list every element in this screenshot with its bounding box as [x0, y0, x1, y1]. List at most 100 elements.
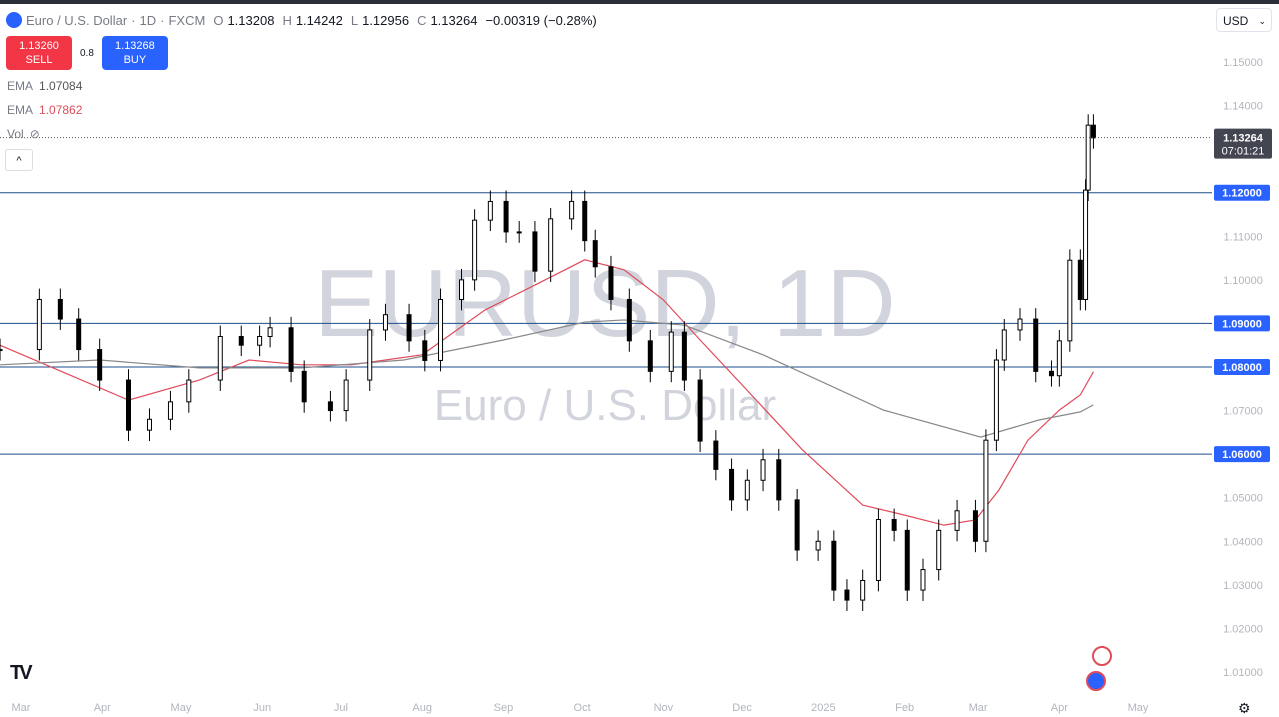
ema-value: 1.07862: [39, 103, 83, 117]
candle-body: [238, 335, 244, 346]
candle-body: [406, 314, 412, 342]
candle-body: [647, 340, 653, 372]
candle-body: [36, 298, 42, 351]
candle-body: [367, 329, 373, 381]
candle-body: [582, 200, 588, 242]
horizontal-line-label: 1.06000: [1222, 449, 1262, 461]
candle-body: [713, 440, 719, 470]
candle-body: [487, 200, 493, 221]
price-tag-bg: [1214, 128, 1272, 159]
candle-body: [954, 510, 960, 531]
candle-body: [608, 266, 614, 300]
candle-body: [815, 540, 821, 551]
candle-body: [1017, 318, 1023, 331]
candle-body: [681, 331, 687, 381]
tradingview-logo[interactable]: TV: [10, 662, 32, 684]
y-tick-label: 1.10000: [1223, 275, 1263, 287]
candle-body: [1083, 189, 1089, 300]
settings-icon[interactable]: ⚙: [1238, 700, 1251, 716]
horizontal-line-label-bg: [1214, 358, 1270, 375]
candle-body: [904, 529, 910, 591]
candle-body: [217, 335, 223, 381]
symbol-title[interactable]: Euro / U.S. Dollar: [26, 12, 128, 28]
candle-body: [288, 327, 294, 372]
candle-body: [257, 335, 263, 346]
ema-label: EMA: [7, 79, 34, 93]
candle-body: [1033, 318, 1039, 372]
x-tick-label: Aug: [412, 702, 432, 714]
candle-body: [697, 379, 703, 442]
y-tick-label: 1.05000: [1223, 493, 1263, 505]
currency-value: USD: [1223, 14, 1249, 28]
candle-body: [532, 231, 538, 272]
candle-body: [1090, 124, 1096, 139]
ema-label: EMA: [7, 103, 34, 117]
candle-body: [920, 569, 926, 591]
candle-body: [831, 540, 837, 591]
candle-body: [186, 379, 192, 403]
buy-button[interactable]: 1.13268 BUY: [101, 36, 168, 70]
top-bar: [0, 0, 1279, 4]
candle-body: [592, 240, 598, 268]
x-tick-label: Apr: [1051, 702, 1068, 714]
candle-body: [126, 379, 132, 431]
y-tick-label: 1.04000: [1223, 536, 1263, 548]
candle-body: [972, 510, 978, 542]
eye-hidden-icon[interactable]: ⊘: [29, 127, 40, 141]
candle-body: [327, 401, 333, 412]
candle-body: [794, 499, 800, 551]
y-tick-label: 1.01000: [1223, 667, 1263, 679]
candle-body: [76, 318, 82, 351]
open-value: 1.13208: [227, 12, 275, 28]
candle-body: [626, 298, 632, 342]
x-tick-label: Jun: [253, 702, 271, 714]
price-tag-price: 1.13264: [1223, 133, 1264, 145]
candle-body: [860, 579, 866, 601]
change-value: −0.00319 (−0.28%): [485, 12, 597, 28]
low-label: L: [350, 12, 359, 28]
horizontal-line-label: 1.12000: [1222, 188, 1262, 200]
candle-body: [0, 349, 3, 352]
price-tag-countdown: 07:01:21: [1222, 146, 1265, 158]
chevron-down-icon: ⌄: [1258, 16, 1266, 26]
x-tick-label: Nov: [654, 702, 674, 714]
x-tick-label: Apr: [94, 702, 111, 714]
candle-body: [1067, 259, 1073, 342]
volume-indicator[interactable]: Vol ⊘: [7, 127, 40, 141]
x-tick-label: Mar: [12, 702, 31, 714]
y-tick-label: 1.07000: [1223, 406, 1263, 418]
watermark-description: Euro / U.S. Dollar: [434, 381, 776, 430]
candle-body: [382, 314, 388, 331]
horizontal-line-label-bg: [1214, 184, 1270, 201]
ema-indicator-1[interactable]: EMA 1.07084: [7, 79, 82, 93]
candle-body: [760, 459, 766, 481]
y-tick-label: 1.03000: [1223, 580, 1263, 592]
x-tick-label: May: [171, 702, 192, 714]
sell-button[interactable]: 1.13260 SELL: [6, 36, 72, 70]
horizontal-line-label-bg: [1214, 446, 1270, 463]
x-tick-label: May: [1128, 702, 1149, 714]
x-tick-label: Mar: [969, 702, 988, 714]
trade-panel: 1.13260 SELL 0.8 1.13268 BUY: [6, 36, 168, 70]
candle-body: [503, 200, 509, 233]
candle-body: [167, 401, 173, 420]
currency-select[interactable]: USD ⌄: [1216, 8, 1272, 32]
x-tick-label: Feb: [895, 702, 914, 714]
collapse-legend-button[interactable]: ^: [5, 149, 33, 171]
x-tick-label: Sep: [494, 702, 514, 714]
candle-body: [267, 327, 273, 337]
candle-body: [1056, 340, 1062, 377]
candle-body: [438, 298, 444, 361]
horizontal-line-label-bg: [1214, 315, 1270, 332]
interval[interactable]: 1D: [139, 12, 157, 28]
candle-body: [668, 331, 674, 372]
candle-body: [422, 340, 428, 361]
candle-body: [983, 439, 989, 542]
watermark-symbol: EURUSD, 1D: [314, 250, 895, 357]
buy-price: 1.13268: [115, 40, 155, 52]
candle-body: [459, 279, 465, 300]
candle-body: [891, 518, 897, 531]
ema-indicator-2[interactable]: EMA 1.07862: [7, 103, 82, 117]
